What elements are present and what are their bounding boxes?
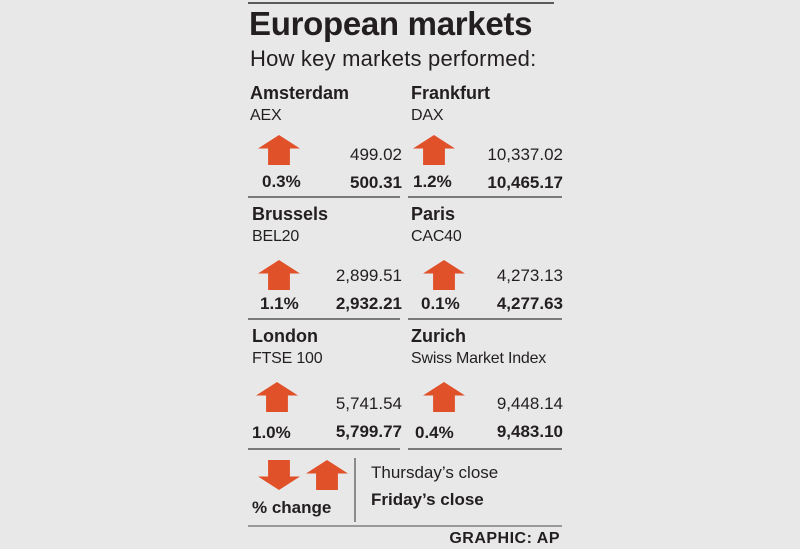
graphic-credit: GRAPHIC: AP: [449, 530, 560, 547]
friday-close-value: 2,932.21: [335, 294, 402, 313]
market-index: FTSE 100: [252, 350, 323, 367]
up-arrow-icon: [306, 460, 348, 490]
bottom-rule: [248, 525, 562, 527]
up-arrow-icon: [256, 382, 298, 412]
pct-change-value: 0.4%: [415, 423, 454, 442]
market-index: BEL20: [252, 228, 300, 245]
market-cell-amsterdam: Amsterdam AEX 499.02 0.3% 500.31: [248, 83, 408, 203]
pct-change-value: 1.2%: [413, 172, 452, 191]
market-city: Amsterdam: [250, 83, 350, 103]
up-arrow-icon: [423, 382, 465, 412]
friday-close-value: 5,799.77: [335, 422, 402, 441]
pct-change-value: 0.3%: [262, 172, 301, 191]
thursday-close-value: 5,741.54: [335, 394, 402, 413]
market-cell-zurich: Zurich Swiss Market Index 9,448.14 0.4% …: [409, 326, 569, 446]
legend-pct-change: % change: [252, 498, 332, 517]
up-arrow-icon: [258, 135, 300, 165]
friday-close-value: 10,465.17: [487, 173, 563, 192]
thursday-close-value: 9,448.14: [496, 394, 563, 413]
down-arrow-icon: [258, 460, 300, 490]
row-divider: [408, 448, 562, 450]
thursday-close-value: 2,899.51: [335, 266, 402, 285]
thursday-close-value: 499.02: [350, 145, 402, 164]
thursday-close-value: 4,273.13: [496, 266, 563, 285]
market-city: Zurich: [411, 326, 467, 346]
market-cell-brussels: Brussels BEL20 2,899.51 1.1% 2,932.21: [250, 204, 410, 324]
up-arrow-icon: [413, 135, 455, 165]
market-city: Frankfurt: [411, 83, 491, 103]
pct-change-value: 1.1%: [260, 294, 299, 313]
market-city: Brussels: [252, 204, 329, 224]
market-cell-paris: Paris CAC40 4,273.13 0.1% 4,277.63: [409, 204, 569, 324]
friday-close-value: 4,277.63: [496, 294, 563, 313]
pct-change-value: 0.1%: [421, 294, 460, 313]
market-city: London: [252, 326, 318, 346]
up-arrow-icon: [423, 260, 465, 290]
legend-friday-close: Friday’s close: [371, 490, 484, 509]
top-rule: [248, 2, 554, 4]
friday-close-value: 500.31: [350, 173, 402, 192]
market-cell-london: London FTSE 100 5,741.54 1.0% 5,799.77: [250, 326, 410, 446]
row-divider: [248, 318, 400, 320]
market-city: Paris: [411, 204, 456, 224]
friday-close-value: 9,483.10: [496, 422, 563, 441]
row-divider: [408, 196, 562, 198]
page-subtitle: How key markets performed:: [250, 46, 537, 71]
market-index: DAX: [411, 107, 444, 124]
market-cell-frankfurt: Frankfurt DAX 10,337.02 1.2% 10,465.17: [409, 83, 569, 203]
row-divider: [248, 196, 400, 198]
page-title: European markets: [249, 5, 533, 42]
up-arrow-icon: [258, 260, 300, 290]
legend-thursday-close: Thursday’s close: [371, 463, 499, 482]
market-index: AEX: [250, 107, 282, 124]
row-divider: [248, 448, 400, 450]
row-divider: [408, 318, 562, 320]
thursday-close-value: 10,337.02: [487, 145, 563, 164]
legend-divider: [354, 458, 356, 522]
market-index: CAC40: [411, 228, 462, 245]
pct-change-value: 1.0%: [252, 423, 291, 442]
market-index: Swiss Market Index: [411, 350, 547, 367]
